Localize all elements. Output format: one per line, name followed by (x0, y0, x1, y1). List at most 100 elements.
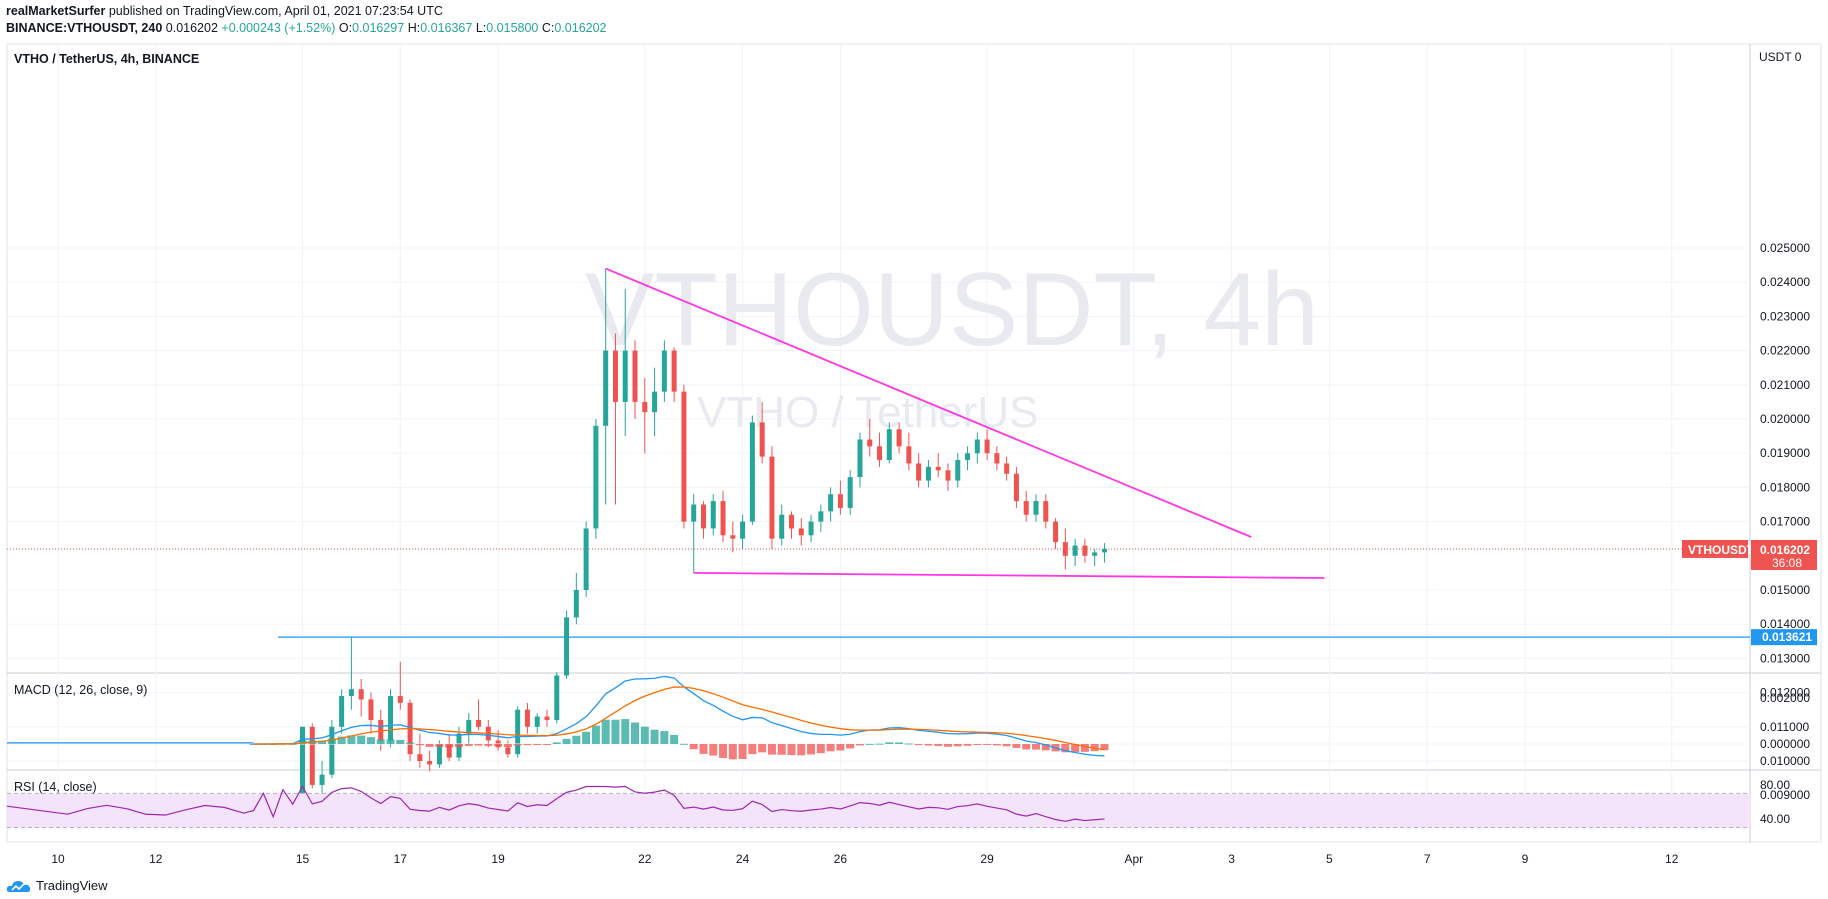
price-tag-timer: 36:08 (1772, 556, 1802, 570)
price-tick-label: 0.010000 (1760, 754, 1810, 768)
rsi-band (7, 793, 1750, 828)
macd-histogram-bar (386, 739, 395, 744)
macd-histogram-bar (582, 731, 591, 744)
candle-body (573, 590, 579, 618)
publish-info: published on TradingView.com, April 01, … (108, 4, 443, 18)
macd-histogram-bar (1090, 744, 1099, 752)
macd-histogram-bar (366, 737, 375, 744)
candle-body (1082, 545, 1088, 556)
rsi-tick-label: 80.00 (1760, 778, 1790, 792)
macd-tick-label: 0.000000 (1760, 737, 1810, 751)
macd-histogram-bar (846, 744, 855, 749)
macd-histogram-bar (406, 742, 415, 744)
macd-histogram-bar (1022, 744, 1031, 750)
level-tag-text: 0.013621 (1762, 630, 1812, 644)
macd-histogram-bar (904, 743, 913, 745)
candle-body (818, 511, 824, 522)
candle-body (427, 761, 433, 765)
macd-histogram-bar (787, 744, 796, 756)
macd-histogram-bar (640, 726, 649, 744)
macd-histogram-bar (748, 744, 757, 755)
candle-body (319, 774, 325, 785)
macd-histogram-bar (337, 736, 346, 744)
macd-histogram-bar (1080, 744, 1089, 752)
price-tick-label: 0.009000 (1760, 788, 1810, 802)
macd-histogram-bar (728, 744, 737, 760)
macd-histogram-bar (474, 744, 483, 746)
macd-histogram-bar (621, 719, 630, 744)
candle-body (1023, 501, 1029, 515)
close-value: 0.016202 (554, 21, 607, 35)
candle-body (955, 460, 961, 481)
signal-line (253, 686, 1105, 751)
price-tick-label: 0.015000 (1760, 583, 1810, 597)
macd-histogram-bar (758, 744, 767, 753)
tradingview-logo[interactable]: TradingView (6, 878, 108, 893)
macd-histogram-bar (1041, 744, 1050, 751)
open-value: 0.016297 (352, 21, 405, 35)
price-tick-label: 0.011000 (1760, 720, 1809, 734)
candle-body (446, 743, 452, 758)
macd-histogram-bar (983, 744, 992, 745)
symbol-label: BINANCE:VTHOUSDT, 240 (6, 21, 163, 35)
macd-histogram-bar (357, 735, 366, 744)
open-label: O: (338, 21, 353, 35)
macd-histogram-bar (797, 744, 806, 756)
macd-histogram-bar (865, 743, 874, 745)
candle-body (554, 675, 560, 720)
price-tick-label: 0.017000 (1760, 515, 1810, 529)
x-tick-label: 17 (394, 852, 408, 866)
candle-body (847, 477, 853, 508)
candle-body (945, 470, 951, 481)
macd-histogram-bar (973, 744, 982, 745)
candle-body (837, 494, 843, 508)
candle-body (896, 429, 902, 447)
macd-histogram-bar (767, 744, 776, 755)
price-tick-label: 0.025000 (1760, 241, 1810, 255)
candle-body (300, 726, 305, 813)
macd-histogram-bar (562, 738, 571, 744)
candle-body (935, 466, 941, 471)
macd-histogram-bar (855, 744, 864, 746)
candle-body (1092, 552, 1098, 556)
candle-body (700, 504, 706, 529)
rsi-line (6, 785, 1105, 822)
macd-histogram-bar (396, 739, 405, 744)
currency-extra: 0 (1794, 50, 1802, 64)
candle-body (710, 501, 716, 529)
macd-histogram-bar (738, 744, 747, 760)
macd-histogram-bar (816, 744, 825, 754)
macd-label: MACD (12, 26, close, 9) (14, 683, 148, 697)
candle-body (740, 521, 746, 539)
candle-body (759, 422, 765, 457)
macd-histogram-bar (709, 744, 718, 756)
candle-body (671, 350, 677, 392)
macd-histogram-bar (885, 742, 894, 744)
candle-body (867, 439, 873, 447)
candle-body (798, 528, 804, 536)
macd-histogram-bar (415, 744, 424, 746)
macd-histogram-bar (914, 744, 923, 746)
price-tick-label: 0.021000 (1760, 378, 1810, 392)
candle-body (329, 726, 335, 775)
macd-histogram-bar (318, 740, 327, 744)
candle-body (612, 350, 618, 402)
candle-body (642, 401, 648, 413)
macd-histogram-bar (298, 740, 307, 744)
price-tag (1751, 539, 1817, 570)
macd-histogram-bar (679, 743, 688, 745)
candle-body (466, 719, 472, 734)
macd-histogram-bar (503, 744, 512, 748)
macd-histogram-bar (836, 744, 845, 751)
candle-body (622, 350, 628, 402)
author-name[interactable]: realMarketSurfer (6, 4, 106, 18)
high-label: H: (407, 21, 421, 35)
macd-histogram-bar (719, 744, 728, 758)
candle-body (544, 716, 550, 720)
rsi-label: RSI (14, close) (14, 780, 97, 794)
candle-body (564, 617, 570, 676)
macd-histogram-bar (591, 725, 600, 744)
chart-title: VTHO / TetherUS, 4h, BINANCE (14, 52, 200, 66)
currency-label[interactable]: USDT 0 (1759, 50, 1801, 64)
